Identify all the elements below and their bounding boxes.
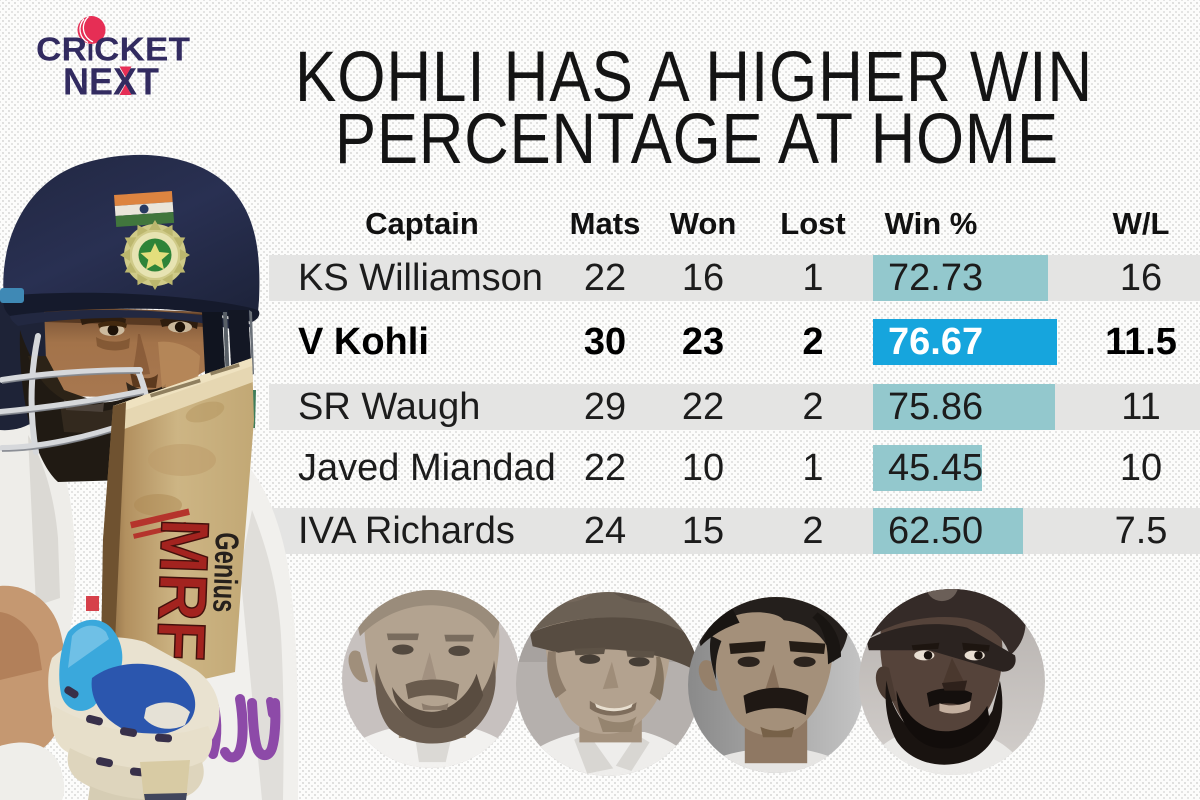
svg-text:Genius: Genius: [206, 532, 246, 613]
svg-text:NEXT: NEXT: [63, 62, 159, 104]
svg-text:MRF: MRF: [142, 517, 223, 662]
